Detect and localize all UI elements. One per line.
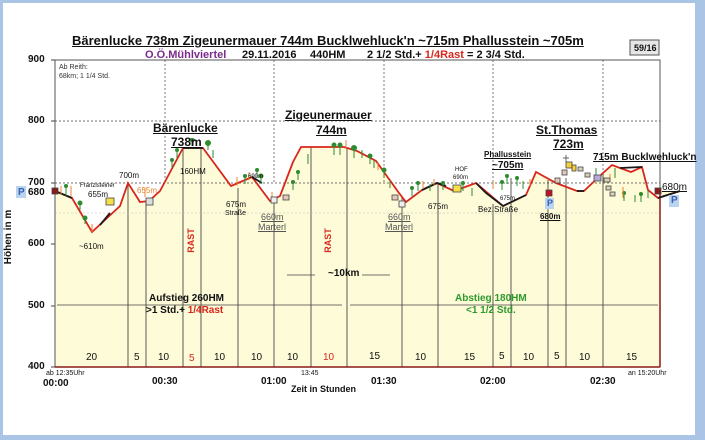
- segment-3: 10: [158, 352, 170, 363]
- y-ticks: [51, 59, 55, 368]
- chart-title: Bärenlucke 738m Zigeunermauer 744m Buckl…: [72, 33, 584, 48]
- xtick-0100: 01:00: [261, 376, 287, 387]
- segment-8: 10: [323, 352, 335, 363]
- xtick-0130: 01:30: [371, 376, 397, 387]
- peak-baerenlucke-height: 738m: [171, 135, 202, 149]
- segment-2: 5: [134, 352, 140, 363]
- wp-675m-b: 675m: [428, 202, 449, 211]
- wp-655m: 655m: [137, 186, 158, 195]
- note-line2: 68km; 1 1/4 Std.: [59, 73, 110, 80]
- rast-label-2: RAST: [322, 228, 333, 253]
- wp-690m: 690m: [248, 174, 264, 180]
- ascent-label: Aufstieg 260HM: [149, 293, 225, 304]
- parking-label-end: P: [671, 195, 678, 206]
- xtick-0200: 02:00: [480, 376, 506, 387]
- ytick-700: 700: [28, 177, 45, 188]
- mid-time: 13:45: [301, 370, 319, 377]
- tree-markers: [64, 138, 649, 224]
- wp-700m: 700m: [119, 171, 140, 180]
- y-axis-label: Höhen in m: [3, 209, 15, 265]
- peak-zigeunermauer-height: 744m: [316, 123, 347, 137]
- wp-675m-c: 675m: [500, 196, 516, 202]
- wp-hof: HOF: [455, 167, 468, 173]
- segment-16: 15: [626, 352, 638, 363]
- parking-label-start: P: [18, 187, 25, 198]
- wp-marterl1-height: 660m: [261, 212, 284, 222]
- ytick-680: 680: [28, 187, 45, 198]
- wp-marterl2-height: 660m: [388, 212, 411, 222]
- wp-680m-mid: 680m: [540, 212, 561, 221]
- page-badge-box: [629, 39, 660, 56]
- hm-label: 440HM: [310, 49, 346, 61]
- xtick-0230: 02:30: [590, 376, 616, 387]
- xtick-0030: 00:30: [152, 376, 178, 387]
- distance-arrows: [57, 274, 658, 306]
- xtick-0000: 00:00: [43, 378, 69, 389]
- start-time: ab 12:35Uhr: [46, 370, 85, 377]
- ascent-time: >1 Std.+ 1/4Rast: [146, 306, 223, 316]
- wp-675m-strasse: 675m: [226, 200, 247, 209]
- parking-icon-end: [669, 195, 679, 207]
- wp-hof-height: 690m: [453, 175, 469, 181]
- peak-phallusstein-height: ~705m: [492, 160, 524, 171]
- profile-fill: [55, 147, 680, 367]
- parking-label-mid: P: [547, 198, 554, 208]
- wp-680m-end: 680m: [662, 182, 688, 193]
- ytick-500: 500: [28, 300, 45, 311]
- end-time: an 15:20Uhr: [628, 370, 667, 377]
- wp-marterl1: Marterl: [258, 222, 287, 232]
- waypoint-markers: [51, 155, 662, 208]
- ascent-rest: 1/4Rast: [187, 305, 224, 316]
- walk-time: 2 1/2 Std.+: [367, 49, 425, 61]
- segment-14: 5: [554, 351, 560, 362]
- wp-franzisteiner-height: 655m: [88, 190, 109, 199]
- wp-160hm: 160HM: [180, 167, 206, 176]
- ytick-400: 400: [28, 361, 45, 372]
- segment-4: 5: [189, 353, 195, 364]
- segment-5: 10: [214, 352, 226, 363]
- parking-icon-start: [16, 186, 26, 198]
- descent-time: <1 1/2 Std.: [466, 305, 516, 316]
- duration-label: 2 1/2 Std.+ 1/4Rast = 2 3/4 Std.: [367, 50, 525, 61]
- peak-bucklwehlucken: 715m Bucklwehluck'n: [593, 152, 697, 163]
- ytick-600: 600: [28, 238, 45, 249]
- peak-stthomas-name: St.Thomas: [536, 123, 598, 137]
- segment-10: 10: [415, 352, 427, 363]
- segment-lines: [127, 147, 604, 367]
- ascent-walk: >1 Std.+: [146, 305, 188, 316]
- wp-610m: ~610m: [79, 242, 104, 251]
- note-line1: Ab Reith:: [59, 64, 88, 71]
- segment-12: 5: [499, 351, 505, 362]
- x-axis-label: Zeit in Stunden: [291, 384, 356, 394]
- wp-franzisteiner: Franzisteiner: [80, 183, 115, 189]
- peak-zigeunermauer-name: Zigeunermauer: [285, 108, 372, 122]
- descent-label: Abstieg 180HM: [455, 293, 527, 304]
- segment-6: 10: [251, 352, 263, 363]
- segment-15: 10: [579, 352, 591, 363]
- wp-strasse: Straße: [225, 210, 247, 217]
- parking-icon-mid: [545, 198, 554, 209]
- peak-stthomas-height: 723m: [553, 137, 584, 151]
- peak-baerenlucke-name: Bärenlucke: [153, 121, 218, 135]
- wp-bez-strasse: Bez.Straße: [478, 205, 519, 214]
- page-badge: 59/16: [634, 43, 657, 53]
- segment-13: 10: [523, 352, 535, 363]
- date-label: 29.11.2016: [242, 49, 297, 61]
- ytick-900: 900: [28, 54, 45, 65]
- rast-label-1: RAST: [185, 228, 196, 253]
- ytick-800: 800: [28, 115, 45, 126]
- peak-phallusstein-name: Phallusstein: [484, 150, 532, 159]
- wp-marterl2: Marterl: [385, 222, 414, 232]
- segment-9: 15: [369, 351, 381, 362]
- rest-time: 1/4Rast: [424, 49, 464, 61]
- segment-7: 10: [287, 352, 299, 363]
- distance-label: ~10km: [328, 268, 360, 279]
- total-time: = 2 3/4 Std.: [463, 49, 525, 61]
- region-label: O.Ö.Mühlviertel: [145, 49, 227, 61]
- segment-11: 15: [464, 352, 476, 363]
- segment-1: 20: [86, 352, 98, 363]
